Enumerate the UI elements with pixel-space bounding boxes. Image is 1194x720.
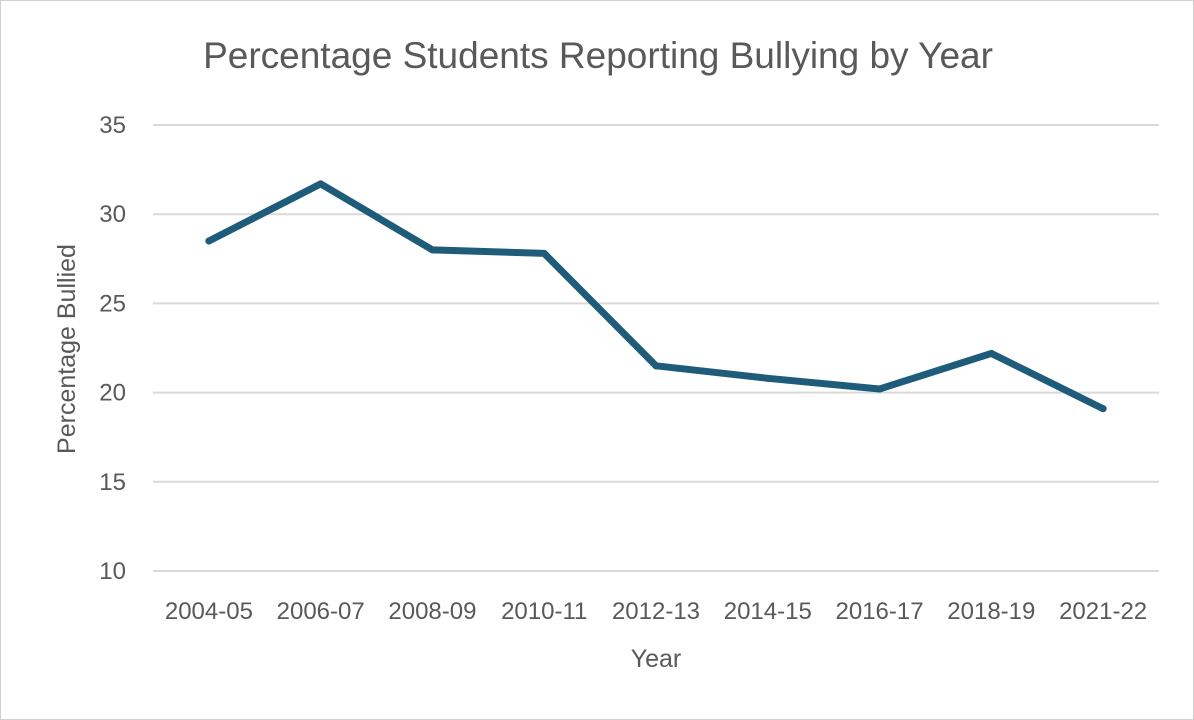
y-tick-label: 20 bbox=[99, 380, 126, 407]
chart-title: Percentage Students Reporting Bullying b… bbox=[203, 35, 993, 76]
data-point-2010-11 bbox=[540, 249, 548, 257]
series-line-0 bbox=[205, 180, 1107, 413]
data-point-2012-13 bbox=[652, 362, 660, 370]
x-tick-label: 2006-07 bbox=[277, 598, 365, 625]
data-point-2014-15 bbox=[764, 374, 772, 382]
y-tick-label: 10 bbox=[99, 558, 126, 585]
y-tick-label: 30 bbox=[99, 201, 126, 228]
x-tick-label: 2018-19 bbox=[947, 598, 1035, 625]
x-tick-label: 2016-17 bbox=[836, 598, 924, 625]
data-point-2004-05 bbox=[205, 237, 213, 245]
data-point-2006-07 bbox=[317, 180, 325, 188]
x-tick-label: 2008-09 bbox=[388, 598, 476, 625]
x-tick-label: 2010-11 bbox=[501, 598, 587, 625]
series-group bbox=[205, 180, 1107, 413]
x-tick-label: 2012-13 bbox=[612, 598, 700, 625]
x-tick-label: 2014-15 bbox=[724, 598, 812, 625]
data-point-2021-22 bbox=[1099, 405, 1107, 413]
x-axis-label: Year bbox=[631, 645, 682, 673]
y-tick-label: 25 bbox=[99, 290, 126, 317]
y-tick-labels: 10 15 20 25 30 35 bbox=[99, 112, 126, 585]
data-point-2018-19 bbox=[987, 349, 995, 357]
y-axis-label: Percentage Bullied bbox=[53, 244, 81, 454]
data-point-2008-09 bbox=[428, 246, 436, 254]
x-tick-labels: 2004-05 2006-07 2008-09 2010-11 2012-13 2014-… bbox=[165, 598, 1147, 625]
x-tick-label: 2021-22 bbox=[1059, 598, 1147, 625]
data-point-2016-17 bbox=[876, 385, 884, 393]
y-tick-label: 35 bbox=[99, 112, 126, 139]
gridlines bbox=[153, 124, 1159, 572]
y-tick-label: 15 bbox=[99, 469, 126, 496]
x-tick-label: 2004-05 bbox=[165, 598, 253, 625]
